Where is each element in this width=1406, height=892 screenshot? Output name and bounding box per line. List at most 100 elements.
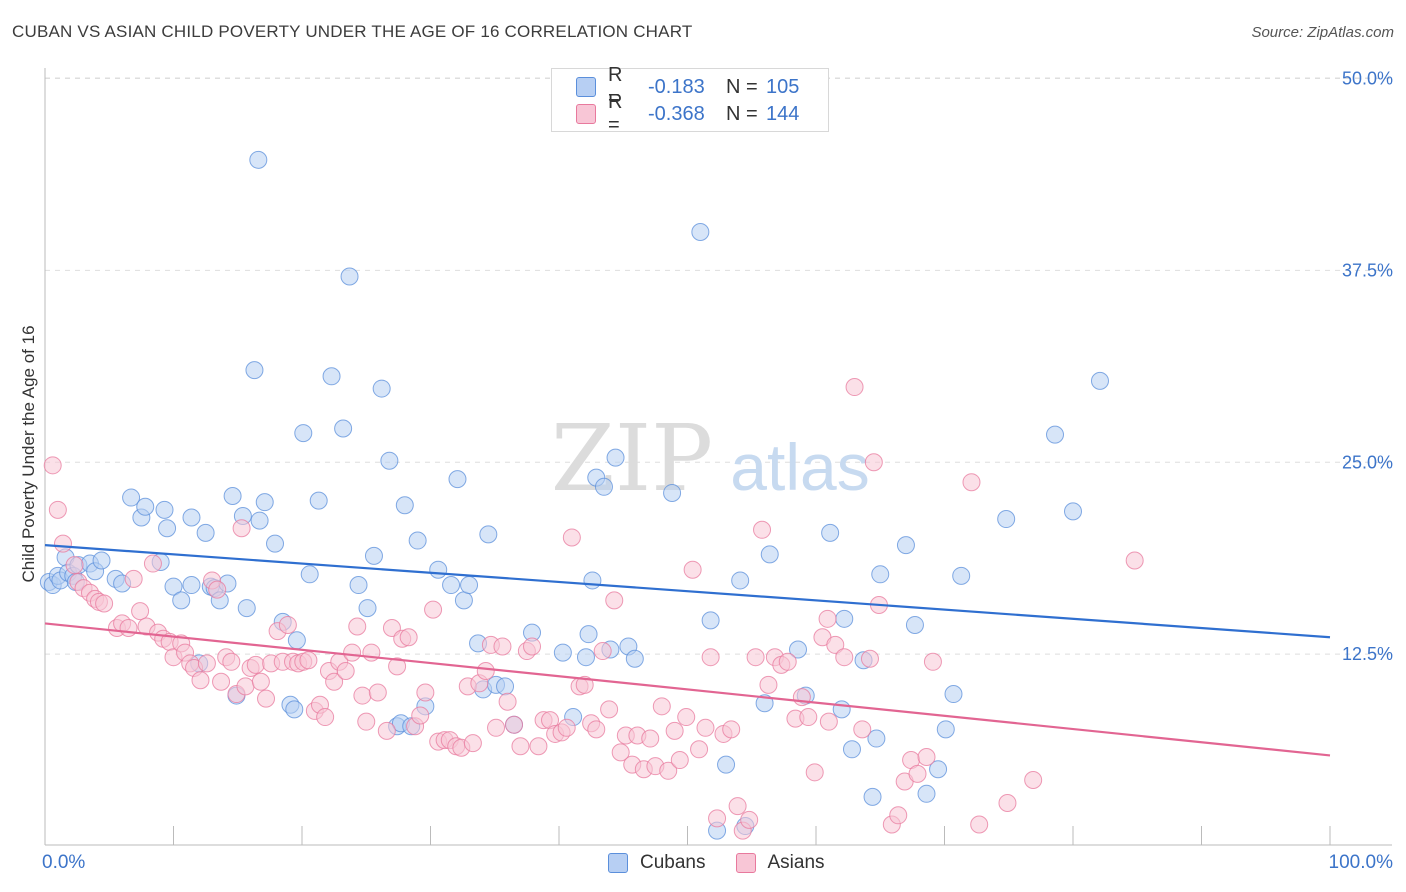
asians-point bbox=[722, 720, 741, 739]
cubans-point bbox=[1064, 502, 1082, 521]
asians-point bbox=[197, 654, 216, 673]
asians-point bbox=[753, 520, 772, 539]
legend-r-label: R = bbox=[608, 91, 623, 136]
asians-point bbox=[677, 708, 696, 727]
asians-point bbox=[792, 688, 811, 707]
asians-point bbox=[587, 720, 606, 739]
x-axis-min-label: 0.0% bbox=[42, 852, 86, 873]
cubans-point bbox=[460, 576, 479, 595]
cubans-point bbox=[364, 546, 383, 565]
cubans-point bbox=[136, 497, 155, 516]
asians-point bbox=[487, 718, 506, 737]
asians-point bbox=[119, 619, 138, 638]
asians-swatch bbox=[576, 104, 596, 124]
asians-point bbox=[505, 715, 524, 734]
legend-n-value: 105 bbox=[766, 75, 800, 98]
cubans-point bbox=[237, 599, 256, 618]
asians-point bbox=[232, 519, 251, 538]
cubans-point bbox=[842, 740, 861, 759]
asians-point bbox=[826, 635, 845, 654]
asians-point bbox=[923, 652, 942, 671]
cubans-point bbox=[300, 565, 319, 584]
asians-point bbox=[208, 580, 227, 599]
source-credit: Source: ZipAtlas.com bbox=[1251, 24, 1394, 41]
asians-point bbox=[463, 734, 482, 753]
asians-point bbox=[818, 609, 837, 628]
cubans-point bbox=[929, 760, 948, 779]
cubans-point bbox=[255, 493, 274, 512]
cubans-point bbox=[380, 451, 399, 470]
cubans-point bbox=[594, 477, 613, 496]
asians-point bbox=[222, 652, 241, 671]
cubans-point bbox=[340, 267, 359, 286]
asians-point bbox=[411, 706, 430, 725]
asians-point bbox=[529, 737, 548, 756]
asians-point bbox=[316, 708, 335, 727]
legend-n-label: N = bbox=[726, 102, 758, 125]
asians-point bbox=[665, 721, 684, 740]
cubans-point bbox=[182, 508, 201, 527]
legend-n-value: 144 bbox=[766, 102, 800, 125]
cubans-point bbox=[606, 448, 625, 467]
x-axis-max-label: 100.0% bbox=[1328, 852, 1393, 873]
cubans-point bbox=[92, 551, 111, 570]
asians-point bbox=[998, 794, 1017, 813]
asians-point bbox=[236, 677, 255, 696]
asians-point bbox=[917, 747, 936, 766]
asians-point bbox=[701, 648, 720, 667]
cubans-point bbox=[821, 523, 840, 542]
cubans-legend-swatch bbox=[608, 853, 628, 873]
cubans-point bbox=[122, 488, 141, 507]
cubans-point bbox=[896, 536, 915, 555]
asians-point bbox=[962, 473, 981, 492]
series-asians bbox=[43, 378, 1144, 840]
asians-point bbox=[746, 648, 765, 667]
asians-point bbox=[562, 528, 581, 547]
asians-point bbox=[476, 662, 495, 681]
asians-point bbox=[778, 652, 797, 671]
asians-point bbox=[191, 671, 210, 690]
asians-point bbox=[605, 591, 624, 610]
legend-item-cubans: Cubans bbox=[608, 852, 706, 874]
asians-point bbox=[357, 712, 376, 731]
cubans-trend-line bbox=[44, 544, 1331, 639]
y-tick-label: 37.5% bbox=[1342, 260, 1393, 280]
cubans-point bbox=[1090, 371, 1109, 390]
cubans-point bbox=[701, 611, 720, 630]
cubans-point bbox=[1046, 425, 1065, 444]
cubans-point bbox=[158, 519, 177, 538]
cubans-point bbox=[172, 591, 191, 610]
cubans-point bbox=[155, 500, 174, 519]
legend-r-label: R = bbox=[608, 64, 623, 109]
y-tick-label: 25.0% bbox=[1342, 452, 1393, 472]
asians-point bbox=[131, 602, 150, 621]
y-tick-labels: 12.5% 25.0% 37.5% 50.0% bbox=[1342, 69, 1393, 665]
cubans-point bbox=[322, 367, 341, 386]
asians-point bbox=[257, 689, 276, 708]
axes bbox=[44, 68, 1392, 846]
asians-point bbox=[493, 637, 512, 656]
asians-point bbox=[853, 720, 872, 739]
cubans-point bbox=[917, 784, 936, 803]
cubans-point bbox=[164, 577, 183, 596]
asians-point bbox=[683, 560, 702, 579]
asians-point bbox=[1125, 551, 1144, 570]
cubans-point bbox=[349, 576, 368, 595]
asians-point bbox=[845, 378, 864, 397]
cubans-point bbox=[691, 223, 710, 241]
asians-point bbox=[652, 697, 671, 716]
asians-point bbox=[336, 662, 355, 681]
legend-r-value: -0.368 bbox=[648, 102, 705, 125]
asians-point bbox=[511, 737, 530, 756]
asians-point bbox=[143, 554, 162, 573]
cubans-point bbox=[442, 576, 461, 595]
asians-point bbox=[251, 672, 270, 691]
cubans-point bbox=[294, 424, 313, 443]
cubans-point bbox=[196, 523, 215, 542]
asians-point bbox=[659, 761, 678, 780]
cubans-point bbox=[429, 560, 448, 579]
asians-point bbox=[593, 642, 612, 661]
asians-point bbox=[388, 657, 407, 676]
asians-point bbox=[299, 651, 318, 670]
